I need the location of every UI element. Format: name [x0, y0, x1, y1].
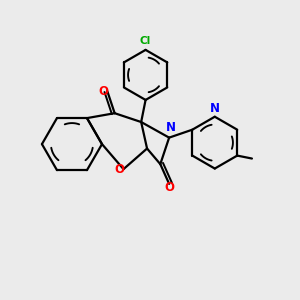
Text: O: O — [98, 85, 108, 98]
Text: Cl: Cl — [140, 36, 151, 46]
Text: O: O — [114, 163, 124, 176]
Text: N: N — [210, 102, 220, 115]
Text: N: N — [166, 121, 176, 134]
Text: O: O — [164, 181, 174, 194]
